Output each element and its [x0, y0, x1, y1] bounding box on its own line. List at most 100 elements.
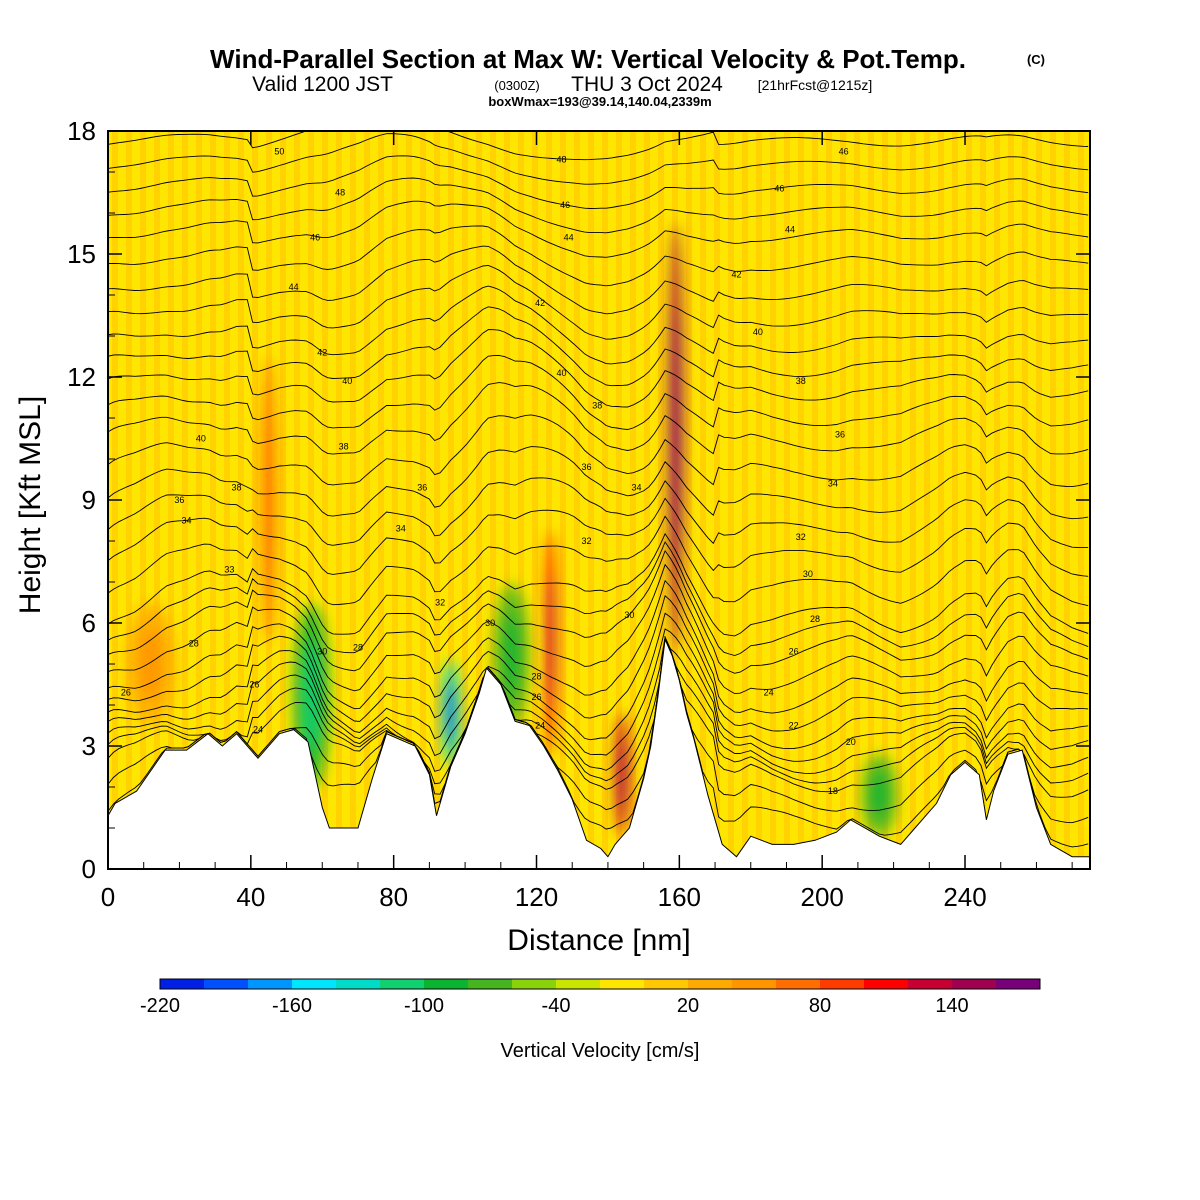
contour-label: 38 — [232, 483, 242, 493]
contour-label: 34 — [396, 524, 406, 534]
colorbar-swatch — [732, 979, 777, 989]
isentrope-line — [108, 628, 1089, 762]
contour-label: 34 — [828, 479, 838, 489]
colorbar-swatch — [336, 979, 381, 989]
isentrope-line — [108, 446, 1089, 520]
contour-label: 28 — [810, 614, 820, 624]
contour-label: 46 — [839, 147, 849, 157]
contour-label: 26 — [249, 680, 259, 690]
isentrope-line — [108, 635, 1089, 798]
x-tick-label: 160 — [658, 882, 701, 912]
contour-label: 50 — [274, 147, 284, 157]
contour-label: 36 — [417, 483, 427, 493]
valid-date-label: THU 3 Oct 2024 — [571, 73, 723, 96]
contour-label: 38 — [796, 376, 806, 386]
colorbar-swatch — [380, 979, 425, 989]
isentrope-line — [108, 329, 1089, 408]
colorbar-tick-label: 80 — [809, 995, 831, 1017]
potential-temperature-contours — [108, 131, 1089, 848]
isentrope-line — [108, 497, 1089, 577]
colorbar-swatch — [600, 979, 645, 989]
contour-label: 36 — [581, 462, 591, 472]
contour-label: 48 — [335, 188, 345, 198]
colorbar-swatch — [996, 979, 1041, 989]
boxwmax-label: boxWmax=193@39.14,140.04,2339m — [488, 94, 711, 109]
contour-label: 30 — [317, 647, 327, 657]
colorbar-swatch — [468, 979, 513, 989]
contour-label: 26 — [532, 692, 542, 702]
isentrope-line — [108, 354, 1089, 430]
isentrope-line — [108, 477, 1089, 549]
colorbar-tick-label: 20 — [677, 995, 699, 1017]
contour-label: 40 — [196, 434, 206, 444]
contour-label: 33 — [224, 565, 234, 575]
w-cell-core — [871, 770, 888, 820]
contour-label: 32 — [435, 598, 445, 608]
w-cell-core — [503, 612, 520, 699]
isentrope-line — [108, 285, 1089, 365]
x-tick-label: 120 — [515, 882, 558, 912]
contour-label: 36 — [835, 429, 845, 439]
isentrope-line — [108, 306, 1089, 387]
w-cell-core — [618, 737, 626, 812]
contour-label: 32 — [796, 532, 806, 542]
w-cell-core — [303, 641, 320, 753]
copyright-mark: (C) — [1027, 52, 1045, 67]
colorbar-tick-label: -220 — [140, 995, 180, 1017]
contour-label: 42 — [535, 298, 545, 308]
contour-label: 34 — [182, 516, 192, 526]
colorbar-label: Vertical Velocity [cm/s] — [501, 1040, 700, 1062]
y-tick-label: 12 — [67, 362, 96, 392]
colorbar-swatch — [248, 979, 293, 989]
x-tick-label: 200 — [800, 882, 843, 912]
colorbar-frame — [159, 978, 1041, 990]
contour-label: 24 — [764, 688, 774, 698]
y-tick-label: 3 — [82, 731, 96, 761]
isentrope-line — [108, 515, 1089, 607]
contour-label: 24 — [253, 725, 263, 735]
x-tick-label: 80 — [379, 882, 408, 912]
contour-label: 26 — [789, 647, 799, 657]
x-tick-label: 0 — [101, 882, 115, 912]
contour-label: 40 — [342, 376, 352, 386]
contour-label: 30 — [803, 569, 813, 579]
contour-label: 48 — [556, 155, 566, 165]
isentrope-line — [108, 635, 1089, 785]
contour-label: 18 — [828, 786, 838, 796]
w-cell-core — [548, 575, 554, 712]
isentrope-line — [108, 264, 1089, 340]
y-tick-label: 18 — [67, 116, 96, 146]
isentrope-line — [108, 579, 1089, 714]
contour-label: 42 — [317, 347, 327, 357]
utc-time-label: (0300Z) — [494, 78, 540, 93]
isentrope-line — [108, 532, 1089, 637]
contour-label: 28 — [189, 639, 199, 649]
chart-title: Wind-Parallel Section at Max W: Vertical… — [210, 44, 966, 74]
w-cell-core — [672, 309, 679, 568]
colorbar-swatch — [644, 979, 689, 989]
isentrope-line — [108, 133, 1089, 185]
y-tick-label: 15 — [67, 239, 96, 269]
y-tick-label: 9 — [82, 485, 96, 515]
contour-label: 24 — [535, 721, 545, 731]
isentrope-line — [108, 245, 1089, 315]
isentrope-line — [108, 549, 1089, 674]
colorbar-tick-label: -40 — [542, 995, 571, 1017]
colorbar-tick-label: -100 — [404, 995, 444, 1017]
colorbar-swatch — [204, 979, 249, 989]
colorbar-swatch — [688, 979, 733, 989]
contour-label: 30 — [624, 610, 634, 620]
contour-label: 34 — [631, 483, 641, 493]
contour-label: 30 — [485, 618, 495, 628]
contour-label: 40 — [753, 327, 763, 337]
contour-label: 44 — [785, 224, 795, 234]
isentrope-line — [108, 177, 1089, 234]
colorbar-swatch — [776, 979, 821, 989]
contour-label: 22 — [789, 721, 799, 731]
isentrope-line — [108, 563, 1089, 695]
colorbar-tick-label: -160 — [272, 995, 312, 1017]
contour-label: 40 — [556, 368, 566, 378]
x-axis: 0 40 80 120 160 200 240 — [101, 131, 1073, 912]
x-axis-label: Distance [nm] — [507, 924, 690, 957]
